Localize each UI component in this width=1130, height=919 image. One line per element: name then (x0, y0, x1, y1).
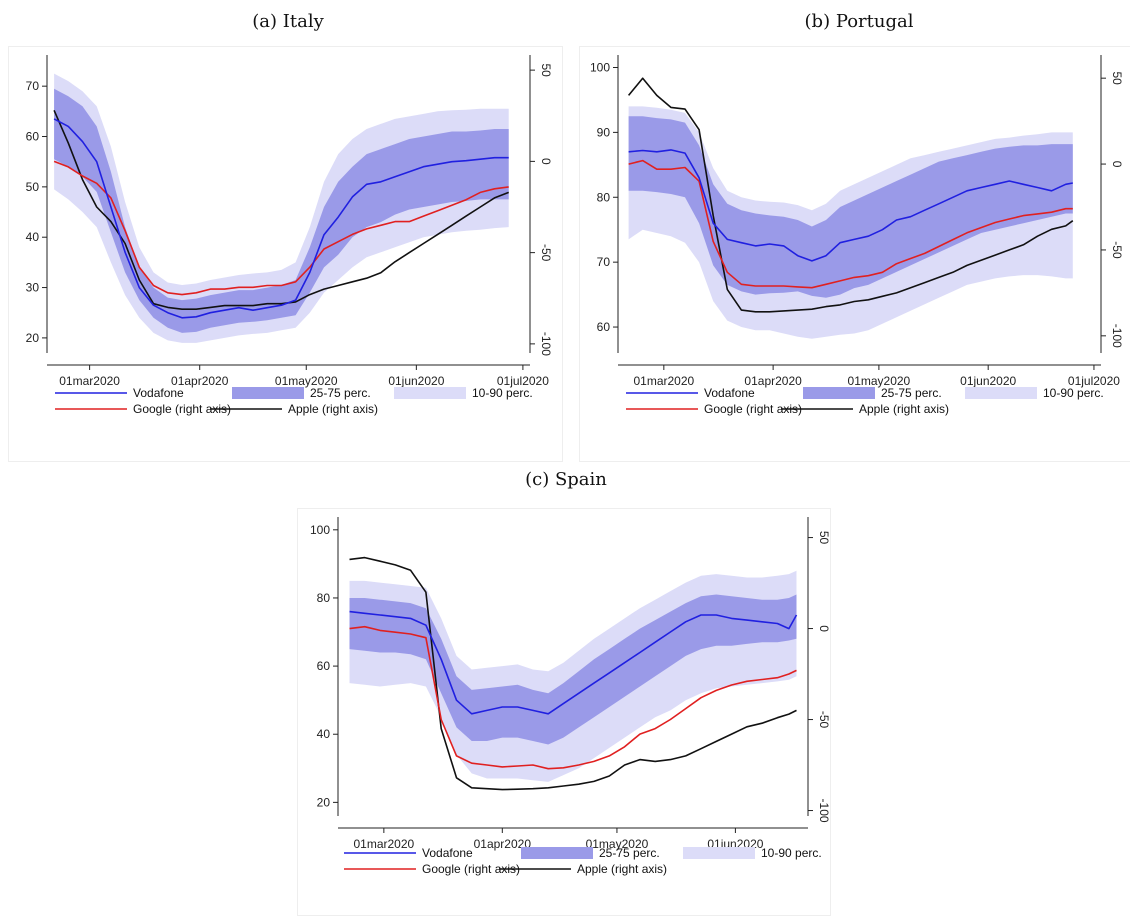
series-line-apple-portugal (627, 77, 1074, 313)
x-tick-label-portugal: 01jun2020 (960, 374, 1016, 388)
x-tick-label-italy: 01apr2020 (171, 374, 229, 388)
y-tick-label-portugal: 70 (597, 255, 611, 269)
band-25-75-italy (54, 88, 509, 333)
y-tick-label-italy: 70 (26, 79, 40, 93)
x-tick-label-italy: 01jul2020 (497, 374, 549, 388)
legend-label-25-75-spain: 25-75 perc. (599, 846, 660, 860)
legend-label-25-75-portugal: 25-75 perc. (881, 386, 942, 400)
chart-italy: 20 30 40 50 60 70 -100 -50 0 50 01mar2020 01apr2020… (26, 55, 553, 416)
legend-label-apple-spain: Apple (right axis) (577, 862, 667, 876)
x-tick-label-spain: 01mar2020 (353, 837, 414, 851)
legend-swatch-10-90-spain (683, 847, 755, 859)
band-10-90-italy (54, 73, 509, 343)
y-tick-label-portugal: 90 (597, 125, 611, 139)
y2-tick-label-italy: 50 (539, 63, 553, 77)
legend-swatch-25-75-italy (232, 387, 304, 399)
legend-label-apple-italy: Apple (right axis) (288, 402, 378, 416)
chart-title-spain: (c) Spain (525, 469, 607, 490)
y-tick-label-italy: 50 (26, 180, 40, 194)
legend-label-10-90-portugal: 10-90 perc. (1043, 386, 1104, 400)
y-tick-label-portugal: 60 (597, 320, 611, 334)
y2-tick-label-italy: 0 (539, 158, 553, 165)
series-line-vodafone-italy (53, 118, 509, 319)
x-tick-label-spain: 01may2020 (586, 837, 649, 851)
legend-label-google-spain: Google (right axis) (422, 862, 520, 876)
series-line-vodafone-portugal (628, 149, 1073, 262)
legend-swatch-10-90-italy (394, 387, 466, 399)
legend-label-vodafone-italy: Vodafone (133, 386, 184, 400)
chart-title-italy: (a) Italy (252, 11, 324, 32)
y-tick-label-italy: 60 (26, 130, 40, 144)
y-tick-label-portugal: 100 (590, 60, 610, 74)
y2-tick-label-spain: -50 (817, 711, 830, 729)
y-tick-label-spain: 100 (310, 523, 330, 537)
legend-label-10-90-italy: 10-90 perc. (472, 386, 533, 400)
y2-tick-label-italy: -50 (539, 244, 553, 262)
legend-swatch-25-75-spain (521, 847, 593, 859)
x-tick-label-portugal: 01mar2020 (633, 374, 694, 388)
y2-tick-label-portugal: 0 (1110, 161, 1124, 168)
x-tick-label-italy: 01mar2020 (59, 374, 120, 388)
chart-panel-italy: 20 30 40 50 60 70 -100 -50 0 50 01mar2020 01apr2020… (8, 46, 563, 462)
x-tick-label-italy: 01may2020 (275, 374, 338, 388)
series-line-google-italy (53, 160, 509, 296)
x-tick-label-spain: 01apr2020 (474, 837, 532, 851)
y2-tick-label-spain: -100 (817, 799, 830, 823)
y2-tick-label-italy: -100 (539, 332, 553, 356)
legend-swatch-10-90-portugal (965, 387, 1037, 399)
legend-label-vodafone-spain: Vodafone (422, 846, 473, 860)
chart-panel-spain: 20 40 60 80 100 -100 -50 0 50 01mar2020 01apr2020 0… (297, 508, 831, 916)
y-tick-label-spain: 80 (317, 591, 331, 605)
legend-label-google-portugal: Google (right axis) (704, 402, 802, 416)
chart-title-portugal: (b) Portugal (804, 11, 914, 32)
series-line-vodafone-spain (349, 610, 798, 715)
y2-tick-label-portugal: -50 (1110, 241, 1124, 259)
legend-label-vodafone-portugal: Vodafone (704, 386, 755, 400)
chart-panel-portugal: 60 70 80 90 100 -100 -50 0 50 01mar2020 01apr2020 0… (579, 46, 1130, 462)
band-25-75-portugal (628, 116, 1073, 298)
y2-tick-label-spain: 0 (817, 625, 830, 632)
series-line-google-spain (349, 625, 797, 770)
band-25-75-spain (349, 594, 797, 745)
y-tick-label-spain: 20 (317, 795, 331, 809)
series-line-apple-italy (53, 109, 509, 311)
y-tick-label-italy: 20 (26, 331, 40, 345)
x-tick-label-portugal: 01may2020 (848, 374, 911, 388)
y2-tick-label-portugal: 50 (1110, 71, 1124, 85)
chart-portugal: 60 70 80 90 100 -100 -50 0 50 01mar2020 01apr2020 0… (590, 55, 1124, 416)
y-tick-label-spain: 40 (317, 727, 331, 741)
y-tick-label-italy: 40 (26, 230, 40, 244)
x-tick-label-italy: 01jun2020 (388, 374, 444, 388)
x-tick-label-portugal: 01jul2020 (1068, 374, 1120, 388)
y2-tick-label-spain: 50 (817, 531, 830, 545)
y-tick-label-spain: 60 (317, 659, 331, 673)
legend-label-25-75-italy: 25-75 perc. (310, 386, 371, 400)
y-tick-label-portugal: 80 (597, 190, 611, 204)
x-tick-label-portugal: 01apr2020 (744, 374, 802, 388)
legend-label-apple-portugal: Apple (right axis) (859, 402, 949, 416)
legend-swatch-25-75-portugal (803, 387, 875, 399)
y-tick-label-italy: 30 (26, 281, 40, 295)
chart-spain: 20 40 60 80 100 -100 -50 0 50 01mar2020 01apr2020 0… (310, 517, 831, 876)
y2-tick-label-portugal: -100 (1110, 324, 1124, 348)
legend-label-google-italy: Google (right axis) (133, 402, 231, 416)
legend-label-10-90-spain: 10-90 perc. (761, 846, 822, 860)
series-line-apple-spain (349, 556, 797, 791)
series-line-google-portugal (628, 159, 1073, 289)
